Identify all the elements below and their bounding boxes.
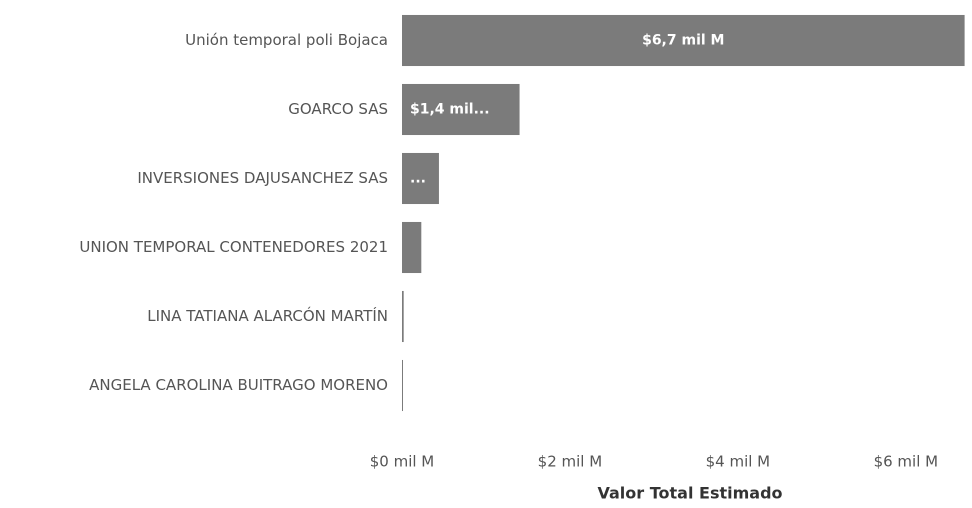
bar (402, 14, 965, 67)
x-tick-label: $4 mil M (706, 453, 771, 471)
y-tick-label: LINA TATIANA ALARCÓN MARTÍN (147, 306, 388, 325)
y-tick-label: ANGELA CAROLINA BUITRAGO MORENO (89, 376, 388, 394)
x-tick-label: $2 mil M (538, 453, 603, 471)
value-label: $1,4 mil... (410, 102, 490, 118)
bar (402, 359, 403, 412)
bar (402, 83, 520, 136)
bar (402, 152, 439, 205)
y-tick-label: UNION TEMPORAL CONTENEDORES 2021 (79, 238, 388, 256)
x-tick-label: $0 mil M (370, 453, 435, 471)
bar (402, 221, 422, 274)
x-tick-label: $6 mil M (874, 453, 939, 471)
y-tick-label: GOARCO SAS (288, 100, 388, 118)
y-tick-label: Unión temporal poli Bojaca (185, 31, 388, 49)
value-label: ... (410, 171, 426, 187)
value-label: $6,7 mil M (642, 33, 724, 49)
bar (402, 290, 404, 343)
y-tick-label: INVERSIONES DAJUSANCHEZ SAS (137, 169, 388, 187)
x-axis-title: Valor Total Estimado (597, 484, 782, 503)
